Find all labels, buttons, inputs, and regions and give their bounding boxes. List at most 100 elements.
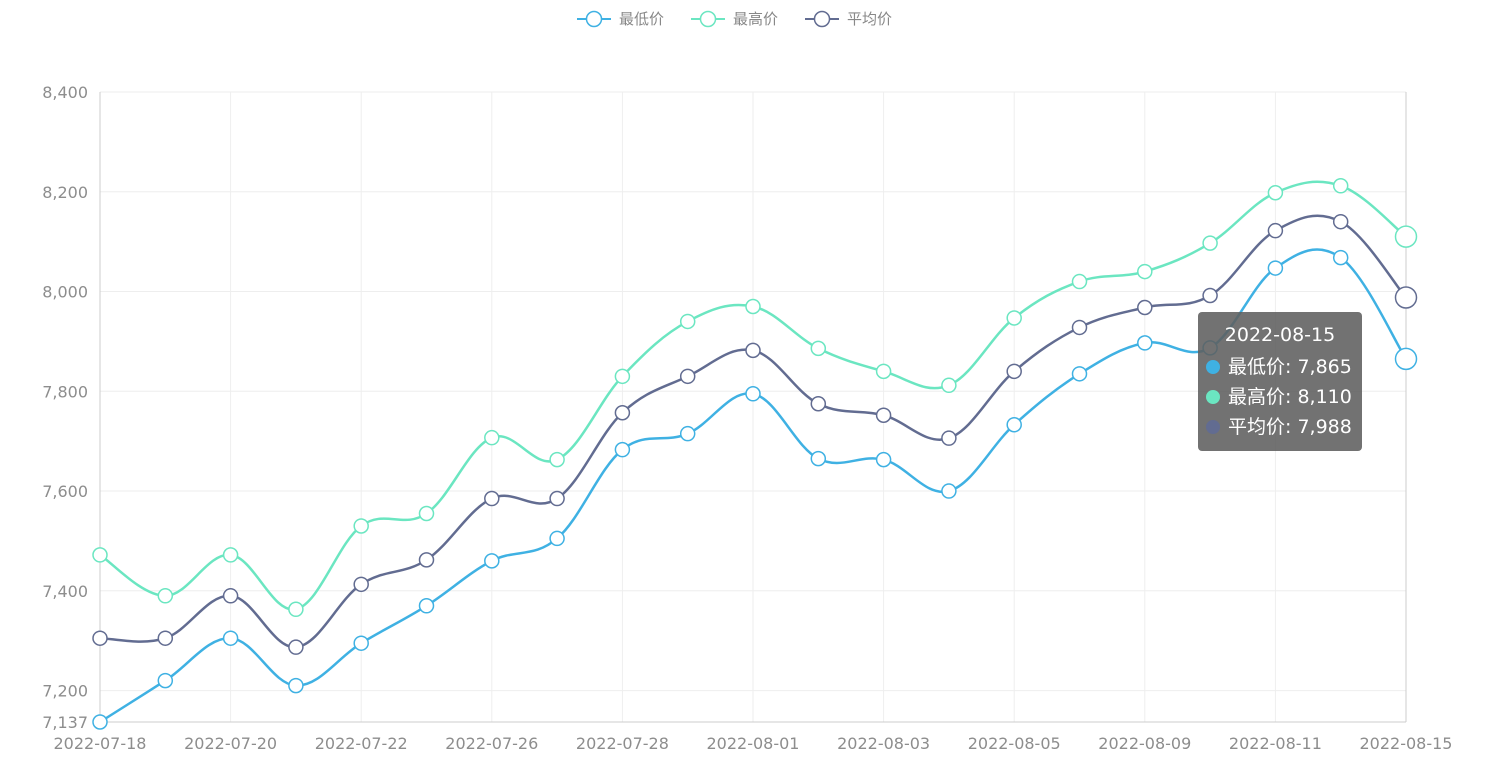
data-point-0-7 xyxy=(549,530,565,547)
y-tick-label: 7,800 xyxy=(42,382,88,401)
y-tick-label: 8,000 xyxy=(42,283,88,302)
data-point-2-20 xyxy=(1394,286,1418,309)
data-point-1-5 xyxy=(418,505,435,522)
x-tick-label: 2022-07-28 xyxy=(576,734,669,753)
data-point-0-8 xyxy=(614,441,631,458)
data-point-1-8 xyxy=(614,368,631,385)
data-point-2-12 xyxy=(875,407,892,423)
legend-label-1: 最高价 xyxy=(733,10,778,28)
x-tick-label: 2022-07-26 xyxy=(445,734,538,753)
data-point-0-15 xyxy=(1071,366,1088,382)
data-point-1-13 xyxy=(941,377,957,394)
data-point-0-2 xyxy=(222,630,239,646)
data-point-2-2 xyxy=(222,588,239,604)
data-point-0-19 xyxy=(1332,249,1349,266)
data-point-1-20 xyxy=(1394,225,1418,248)
tooltip-row-min: 最低价: 7,865 xyxy=(1206,352,1362,382)
data-point-0-0 xyxy=(92,714,108,730)
data-point-1-6 xyxy=(484,429,500,446)
data-point-2-16 xyxy=(1137,299,1153,316)
y-tick-label: 7,600 xyxy=(42,482,88,501)
x-tick-label: 2022-08-03 xyxy=(837,734,930,753)
data-point-2-5 xyxy=(418,552,435,568)
series-line-1 xyxy=(99,180,1407,611)
data-point-1-11 xyxy=(810,340,827,357)
data-point-2-3 xyxy=(288,639,304,655)
data-point-1-18 xyxy=(1267,185,1284,201)
data-point-2-4 xyxy=(353,576,369,593)
data-point-1-17 xyxy=(1202,235,1218,251)
data-point-0-20 xyxy=(1394,347,1418,371)
data-point-0-6 xyxy=(484,553,500,569)
tooltip-title: 2022-08-15 xyxy=(1224,324,1336,346)
x-tick-label: 2022-08-09 xyxy=(1098,734,1191,753)
data-point-1-14 xyxy=(1006,310,1022,326)
data-point-0-9 xyxy=(679,425,696,442)
tooltip-dot-max xyxy=(1206,390,1220,404)
tooltip-label-avg: 平均价: 7,988 xyxy=(1228,416,1352,438)
legend-label-2: 平均价 xyxy=(847,10,892,28)
data-point-1-0 xyxy=(92,547,108,563)
data-point-0-4 xyxy=(353,635,369,651)
data-point-0-14 xyxy=(1006,416,1022,433)
data-point-0-5 xyxy=(418,598,435,614)
legend-marker-2 xyxy=(813,10,831,28)
data-point-2-0 xyxy=(92,630,108,646)
data-point-2-10 xyxy=(745,342,761,359)
data-point-1-19 xyxy=(1332,178,1349,194)
data-point-2-9 xyxy=(679,368,696,385)
data-point-2-7 xyxy=(549,490,565,507)
x-tick-label: 2022-08-01 xyxy=(707,734,800,753)
data-point-0-12 xyxy=(875,451,892,468)
x-tick-label: 2022-07-22 xyxy=(315,734,408,753)
data-point-0-11 xyxy=(810,450,827,467)
x-tick-label: 2022-08-05 xyxy=(968,734,1061,753)
y-tick-label: 8,400 xyxy=(42,83,88,102)
data-point-2-6 xyxy=(484,490,500,507)
x-tick-label: 2022-08-15 xyxy=(1360,734,1453,753)
data-point-2-18 xyxy=(1267,222,1284,239)
data-point-1-10 xyxy=(745,298,761,315)
data-point-1-9 xyxy=(679,313,696,330)
x-tick-label: 2022-07-20 xyxy=(184,734,277,753)
y-tick-label: 7,400 xyxy=(42,582,88,601)
data-point-2-17 xyxy=(1202,287,1218,304)
data-point-2-14 xyxy=(1006,363,1022,380)
legend-label-0: 最低价 xyxy=(619,10,664,28)
data-point-2-13 xyxy=(941,430,957,446)
data-point-0-13 xyxy=(941,483,957,499)
data-point-1-1 xyxy=(157,588,174,604)
legend-marker-1 xyxy=(699,10,717,28)
tooltip-dot-min xyxy=(1206,360,1220,374)
data-point-1-12 xyxy=(875,363,892,380)
data-point-1-16 xyxy=(1137,263,1153,280)
y-tick-label: 7,200 xyxy=(42,682,88,701)
legend-marker-0 xyxy=(585,10,603,28)
y-tick-label: 8,200 xyxy=(42,183,88,202)
data-point-0-3 xyxy=(288,677,304,694)
tooltip-label-min: 最低价: 7,865 xyxy=(1228,356,1352,378)
data-point-1-7 xyxy=(549,451,565,468)
data-point-0-10 xyxy=(745,386,761,402)
data-point-2-1 xyxy=(157,630,174,646)
data-point-1-2 xyxy=(222,547,239,563)
tooltip-row-max: 最高价: 8,110 xyxy=(1206,382,1362,412)
data-point-0-16 xyxy=(1137,335,1153,351)
data-point-2-19 xyxy=(1332,213,1349,230)
chart-tooltip: 2022-08-15 最低价: 7,865 最高价: 8,110 平均价: 7,… xyxy=(1198,312,1362,451)
x-tick-label: 2022-07-18 xyxy=(54,734,147,753)
y-tick-label: 7,137 xyxy=(42,713,88,732)
tooltip-dot-avg xyxy=(1206,420,1220,434)
data-point-2-15 xyxy=(1071,319,1088,336)
data-point-1-4 xyxy=(353,518,369,534)
tooltip-label-max: 最高价: 8,110 xyxy=(1228,386,1352,408)
tooltip-row-avg: 平均价: 7,988 xyxy=(1206,412,1362,442)
x-tick-label: 2022-08-11 xyxy=(1229,734,1322,753)
data-point-1-3 xyxy=(288,601,304,618)
data-point-2-11 xyxy=(810,396,827,412)
data-point-1-15 xyxy=(1071,273,1088,290)
data-point-0-1 xyxy=(157,672,174,689)
data-point-2-8 xyxy=(614,404,631,421)
